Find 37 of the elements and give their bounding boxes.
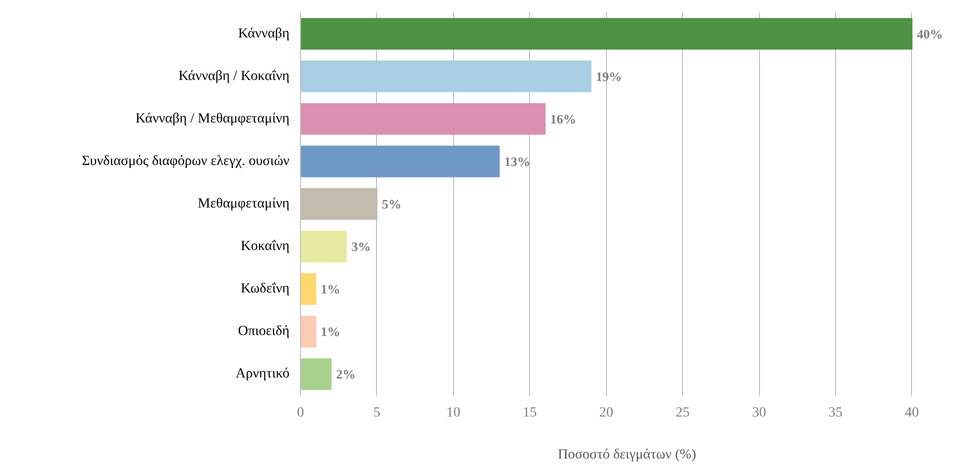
data-label: 2% <box>336 366 356 382</box>
x-tick-label: 35 <box>828 406 842 420</box>
data-label: 1% <box>320 324 340 340</box>
data-label: 16% <box>550 111 576 126</box>
bar <box>300 230 347 262</box>
x-tick-label: 30 <box>752 406 766 420</box>
bar <box>300 146 500 178</box>
y-tick-label: Κάνναβη / Μεθαμφεταμίνη <box>136 111 290 126</box>
x-tick-label: 15 <box>522 406 537 420</box>
data-label: 3% <box>351 239 371 254</box>
x-tick-label: 25 <box>676 406 690 420</box>
x-tick-label: 0 <box>297 406 304 420</box>
data-label: 13% <box>504 154 530 169</box>
y-tick-label: Κάνναβη <box>238 26 290 42</box>
x-tick-label: 20 <box>599 406 614 420</box>
y-tick-label: Κωδεΐνη <box>240 282 290 297</box>
y-tick-label: Οπιοειδή <box>238 324 290 340</box>
bar <box>300 18 912 50</box>
bar <box>300 358 332 390</box>
y-tick-label: Αρνητικό <box>236 366 290 382</box>
bar <box>300 103 546 135</box>
x-axis-title: Ποσοστό δειγμάτων (%) <box>558 448 696 462</box>
x-tick-label: 5 <box>373 406 380 420</box>
y-tick-label: Συνδιασμός διαφόρων ελεγχ. ουσιών <box>82 154 290 169</box>
bar <box>300 60 592 92</box>
data-label: 19% <box>596 68 622 84</box>
y-tick-label: Μεθαμφεταμίνη <box>198 196 290 212</box>
y-tick-label: Κάνναβη / Κοκαΐνη <box>178 68 290 84</box>
data-label: 5% <box>382 196 402 212</box>
bar <box>300 316 316 348</box>
bar <box>300 188 378 220</box>
data-label: 40% <box>916 26 943 42</box>
data-label: 1% <box>320 282 340 297</box>
bar <box>300 273 316 305</box>
x-tick-label: 40 <box>904 406 919 420</box>
x-tick-label: 10 <box>446 406 460 420</box>
y-tick-label: Κοκαΐνη <box>240 239 290 254</box>
